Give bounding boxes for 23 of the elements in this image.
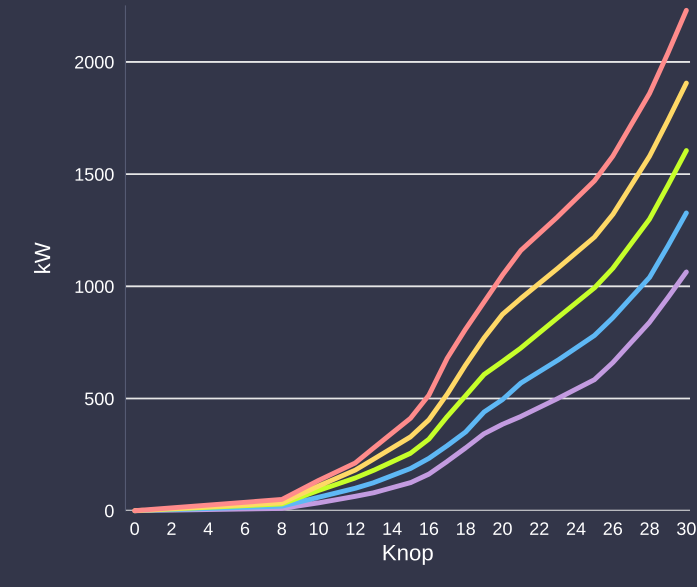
y-tick-label: 500	[84, 392, 114, 406]
x-tick-label: 4	[204, 522, 213, 535]
x-tick-label: 0	[130, 522, 139, 536]
x-tick-label: 26	[604, 522, 622, 536]
x-tick-label: 2	[167, 522, 176, 535]
x-tick-label: 10	[310, 522, 328, 536]
x-axis-title: Knop	[384, 545, 433, 565]
y-tick-label: 0	[105, 504, 114, 518]
x-tick-label: 30	[677, 522, 696, 536]
x-tick-label: 14	[383, 522, 402, 535]
x-tick-label: 8	[278, 522, 286, 536]
y-tick-label: 1500	[76, 168, 114, 181]
x-tick-label: 18	[457, 522, 475, 536]
x-tick-label: 22	[530, 522, 548, 535]
y-axis-title: kW	[34, 242, 50, 273]
x-tick-label: 12	[346, 522, 364, 535]
x-tick-label: 20	[493, 522, 512, 536]
x-tick-label: 16	[420, 522, 438, 536]
x-tick-label: 6	[240, 522, 250, 536]
y-tick-label: 2000	[75, 56, 114, 69]
x-tick-label: 24	[566, 522, 586, 535]
y-tick-label: 1000	[76, 280, 114, 294]
x-tick-label: 28	[640, 522, 659, 536]
